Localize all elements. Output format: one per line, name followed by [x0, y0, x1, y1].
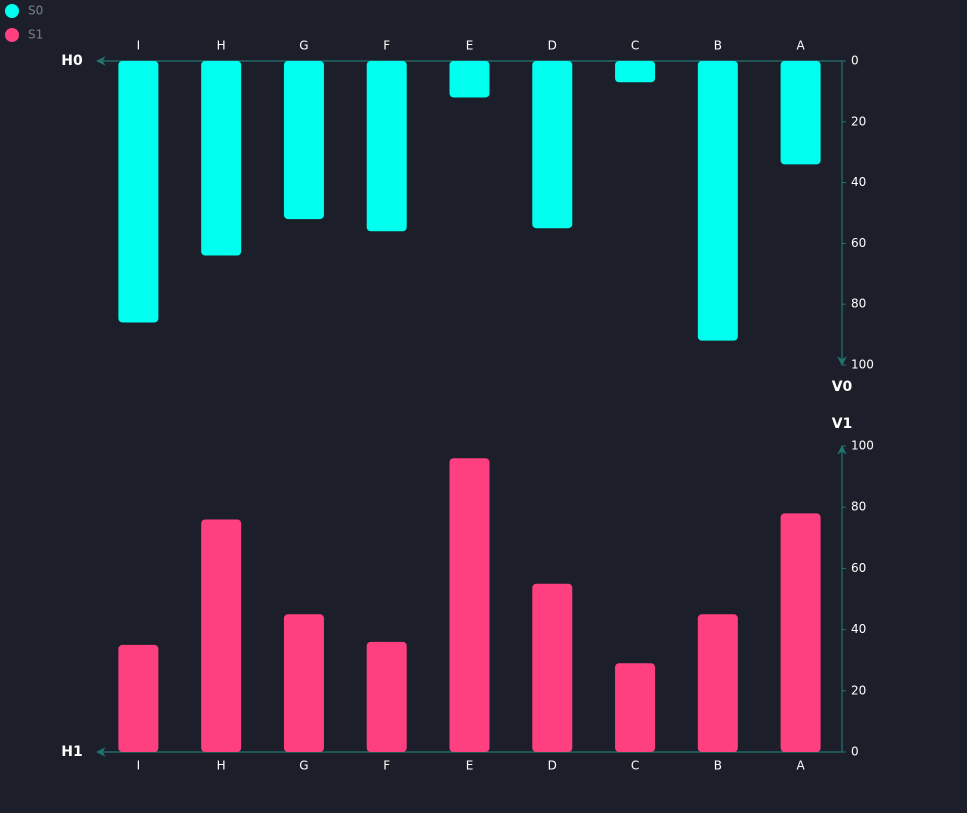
x-tick-label: H — [217, 39, 226, 53]
bar — [532, 61, 573, 229]
x-tick-label: B — [714, 759, 722, 773]
bar — [118, 61, 159, 323]
y-tick-label: 40 — [851, 175, 866, 189]
bar — [697, 61, 738, 341]
bar — [615, 663, 656, 752]
x-tick-label: D — [548, 39, 557, 53]
y-tick-label: 20 — [851, 114, 866, 128]
x-tick-label: E — [466, 759, 474, 773]
bar — [366, 61, 407, 232]
x-tick-label: A — [797, 39, 806, 53]
x-tick-label: E — [466, 39, 474, 53]
x-tick-label: G — [299, 759, 308, 773]
x-axis-title: H0 — [61, 53, 83, 69]
bar — [283, 61, 324, 220]
bar — [449, 61, 490, 98]
bar — [780, 513, 821, 752]
x-tick-label: F — [383, 39, 390, 53]
bar — [283, 614, 324, 752]
y-axis-title: V0 — [832, 379, 853, 395]
bar — [532, 583, 573, 752]
y-tick-label: 40 — [851, 622, 866, 636]
y-tick-label: 0 — [851, 54, 859, 68]
legend-text: S1 — [28, 28, 43, 42]
x-tick-label: C — [631, 39, 639, 53]
bar — [366, 641, 407, 752]
bar — [201, 61, 242, 256]
bar — [449, 458, 490, 752]
y-tick-label: 100 — [851, 358, 874, 372]
legend-marker — [5, 4, 19, 18]
legend-text: S0 — [28, 4, 43, 18]
y-tick-label: 100 — [851, 439, 874, 453]
x-tick-label: H — [217, 759, 226, 773]
bar — [780, 61, 821, 165]
y-tick-label: 20 — [851, 683, 866, 697]
bar — [615, 61, 656, 83]
y-axis-title: V1 — [832, 416, 853, 432]
x-tick-label: I — [137, 759, 141, 773]
x-tick-label: D — [548, 759, 557, 773]
x-tick-label: C — [631, 759, 639, 773]
bar — [118, 644, 159, 752]
bar — [201, 519, 242, 752]
y-tick-label: 0 — [851, 745, 859, 759]
bar — [697, 614, 738, 752]
x-tick-label: I — [137, 39, 141, 53]
x-tick-label: B — [714, 39, 722, 53]
legend-marker — [5, 28, 19, 42]
y-tick-label: 80 — [851, 500, 866, 514]
x-axis-title: H1 — [61, 744, 82, 760]
y-tick-label: 80 — [851, 297, 866, 311]
y-tick-label: 60 — [851, 561, 866, 575]
y-tick-label: 60 — [851, 236, 866, 250]
x-tick-label: A — [797, 759, 806, 773]
x-tick-label: G — [299, 39, 308, 53]
x-tick-label: F — [383, 759, 390, 773]
